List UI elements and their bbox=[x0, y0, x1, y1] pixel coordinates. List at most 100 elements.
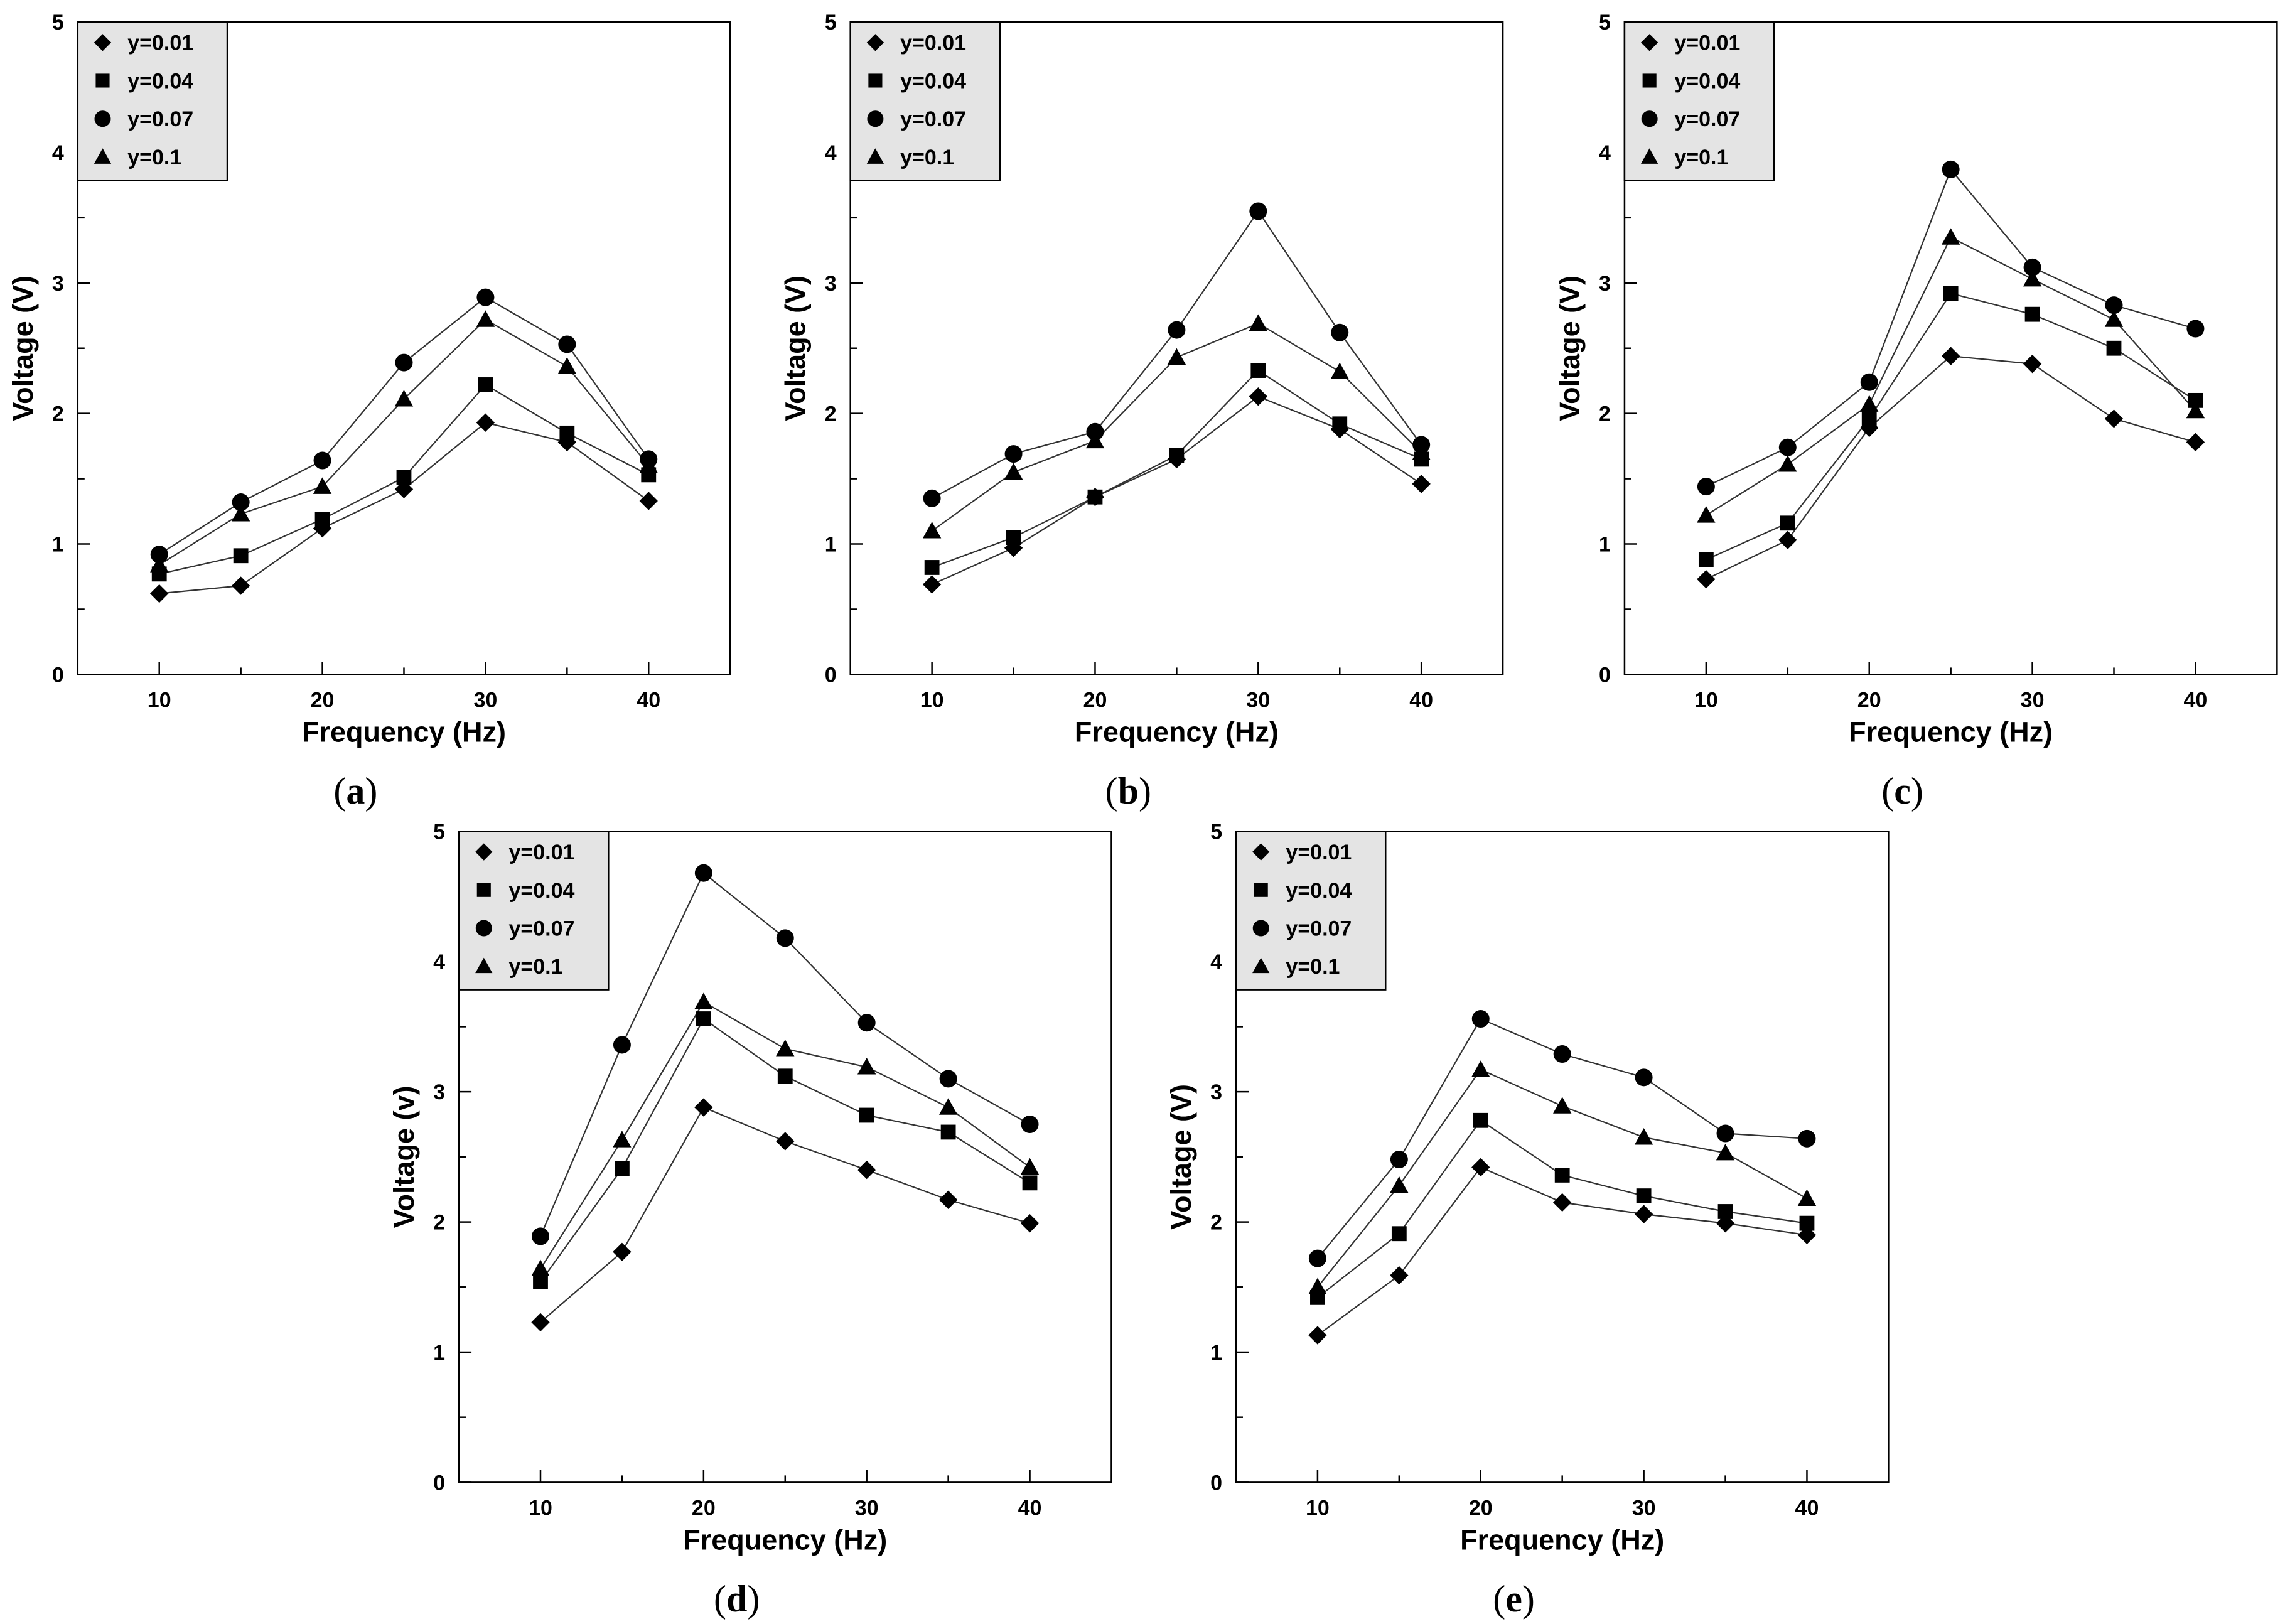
x-tick-label: 40 bbox=[2184, 688, 2208, 712]
caption-letter: a bbox=[346, 770, 365, 812]
legend-label: y=0.04 bbox=[508, 879, 574, 903]
data-point-circle bbox=[1021, 1116, 1039, 1134]
data-point-square bbox=[1473, 1112, 1488, 1128]
data-point-square bbox=[1554, 1168, 1570, 1183]
data-point-square bbox=[2106, 340, 2122, 356]
data-point-square bbox=[1169, 448, 1185, 463]
data-point-square bbox=[1861, 411, 1877, 426]
data-point-square bbox=[940, 1124, 956, 1140]
y-axis-title: Voltage (V) bbox=[1554, 276, 1586, 421]
legend-marker-circle bbox=[94, 110, 111, 127]
legend-marker-square bbox=[476, 883, 491, 897]
data-point-triangle bbox=[1797, 1189, 1817, 1206]
data-point-triangle bbox=[557, 357, 577, 374]
x-tick-label: 30 bbox=[855, 1496, 879, 1520]
y-tick-label: 2 bbox=[433, 1211, 445, 1235]
data-point-diamond bbox=[1778, 530, 1797, 550]
data-point-circle bbox=[1798, 1129, 1816, 1148]
data-point-diamond bbox=[531, 1313, 550, 1331]
data-point-circle bbox=[1635, 1068, 1653, 1087]
y-tick-label: 3 bbox=[433, 1080, 445, 1104]
y-tick-label: 2 bbox=[52, 402, 64, 426]
y-axis-title: Voltage (v) bbox=[388, 1086, 420, 1229]
caption-letter: e bbox=[1505, 1578, 1522, 1620]
data-point-square bbox=[1780, 515, 1795, 531]
x-axis-title: Frequency (Hz) bbox=[302, 716, 506, 748]
y-tick-label: 1 bbox=[1210, 1341, 1222, 1365]
data-point-circle bbox=[1168, 321, 1186, 339]
x-axis-title: Frequency (Hz) bbox=[1460, 1524, 1664, 1556]
data-point-triangle bbox=[1085, 431, 1105, 449]
y-tick-label: 3 bbox=[1210, 1080, 1222, 1104]
data-point-triangle bbox=[1552, 1097, 1572, 1114]
chart-panel-a: 0 1 2 3 4 5 10 20 30 40 Frequency (Hz) Voltage (V) y… bbox=[7, 11, 731, 812]
data-point-triangle bbox=[2186, 401, 2205, 419]
y-tick-label: 2 bbox=[1599, 402, 1611, 426]
data-point-diamond bbox=[1552, 1193, 1572, 1212]
series-line-diamond bbox=[1706, 355, 2196, 580]
legend-marker-triangle bbox=[1641, 148, 1658, 164]
y-tick-label: 3 bbox=[52, 272, 64, 296]
data-point-triangle bbox=[1004, 463, 1023, 480]
data-point-triangle bbox=[1249, 314, 1268, 331]
data-point-circle bbox=[1697, 478, 1715, 496]
data-point-diamond bbox=[776, 1132, 795, 1151]
data-point-square bbox=[396, 470, 412, 485]
data-point-diamond bbox=[1471, 1158, 1490, 1177]
data-point-diamond bbox=[1634, 1205, 1653, 1223]
legend-marker-triangle bbox=[866, 148, 884, 164]
data-point-triangle bbox=[531, 1259, 550, 1276]
data-point-square bbox=[533, 1274, 548, 1289]
y-tick-label: 3 bbox=[1599, 272, 1611, 296]
y-tick-label: 0 bbox=[1210, 1471, 1222, 1495]
y-tick-label: 5 bbox=[1599, 11, 1611, 35]
x-tick-label: 20 bbox=[1469, 1496, 1493, 1520]
y-tick-label: 1 bbox=[433, 1341, 445, 1365]
x-tick-label: 30 bbox=[473, 688, 497, 712]
data-point-circle bbox=[1471, 1010, 1490, 1028]
data-point-triangle bbox=[313, 477, 332, 494]
data-point-circle bbox=[395, 353, 413, 372]
data-point-square bbox=[615, 1161, 630, 1176]
legend-label: y=0.01 bbox=[900, 31, 966, 55]
data-point-triangle bbox=[1634, 1128, 1653, 1145]
data-point-circle bbox=[1716, 1124, 1734, 1143]
y-axis-title: Voltage (V) bbox=[1165, 1084, 1197, 1230]
data-point-square bbox=[478, 377, 493, 392]
data-point-circle bbox=[313, 451, 331, 470]
data-point-square bbox=[1250, 363, 1266, 378]
y-tick-label: 4 bbox=[1599, 141, 1611, 165]
data-point-diamond bbox=[150, 584, 169, 603]
legend-label: y=0.07 bbox=[127, 107, 193, 131]
legend-label: y=0.04 bbox=[1286, 879, 1352, 903]
data-point-triangle bbox=[922, 522, 942, 539]
data-point-square bbox=[1022, 1175, 1038, 1191]
legend-label: y=0.01 bbox=[1674, 31, 1740, 55]
x-tick-label: 20 bbox=[1083, 688, 1107, 712]
data-point-diamond bbox=[1412, 475, 1431, 493]
data-point-circle bbox=[1860, 373, 1878, 391]
y-tick-label: 1 bbox=[1599, 533, 1611, 557]
data-point-triangle bbox=[938, 1098, 958, 1115]
data-point-circle bbox=[476, 288, 495, 306]
legend-label: y=0.04 bbox=[1674, 69, 1740, 93]
data-point-square bbox=[696, 1011, 711, 1026]
data-point-square bbox=[1718, 1204, 1733, 1219]
y-tick-label: 2 bbox=[825, 402, 837, 426]
data-point-triangle bbox=[1390, 1176, 1409, 1193]
data-point-circle bbox=[150, 546, 168, 564]
data-point-circle bbox=[1553, 1045, 1571, 1063]
data-point-circle bbox=[1249, 202, 1267, 220]
y-tick-label: 0 bbox=[825, 663, 837, 687]
x-tick-label: 40 bbox=[637, 688, 660, 712]
panel-caption: (d) bbox=[714, 1578, 760, 1620]
data-point-circle bbox=[857, 1014, 876, 1032]
data-point-square bbox=[859, 1107, 874, 1123]
x-axis-title: Frequency (Hz) bbox=[1849, 716, 2053, 748]
legend-marker-circle bbox=[475, 920, 492, 937]
data-point-circle bbox=[1004, 445, 1023, 463]
data-point-square bbox=[777, 1068, 793, 1084]
data-point-diamond bbox=[313, 519, 332, 538]
y-tick-label: 5 bbox=[1210, 820, 1222, 844]
